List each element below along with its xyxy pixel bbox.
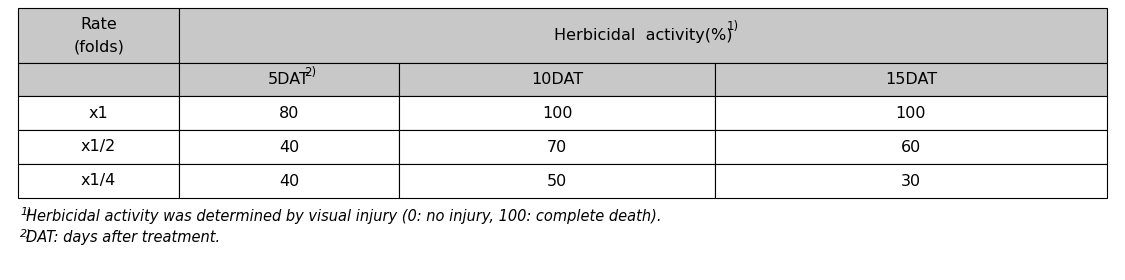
- Text: 10DAT: 10DAT: [531, 72, 583, 87]
- Text: 30: 30: [901, 174, 921, 188]
- Text: 100: 100: [542, 106, 573, 120]
- Text: 5DAT: 5DAT: [268, 72, 311, 87]
- Bar: [399, 164, 716, 198]
- Bar: [716, 164, 1107, 198]
- Text: 100: 100: [896, 106, 926, 120]
- Text: 70: 70: [547, 139, 567, 155]
- Text: Herbicidal activity was determined by visual injury (0: no injury, 100: complete: Herbicidal activity was determined by vi…: [26, 209, 661, 224]
- Text: Herbicidal  activity(%): Herbicidal activity(%): [554, 28, 732, 43]
- Bar: [716, 130, 1107, 164]
- Text: x1/4: x1/4: [81, 174, 116, 188]
- Bar: [18, 130, 179, 164]
- Bar: [18, 8, 179, 63]
- Text: 2): 2): [20, 228, 32, 238]
- Text: 80: 80: [279, 106, 299, 120]
- Text: 60: 60: [901, 139, 921, 155]
- Bar: [18, 164, 179, 198]
- Bar: [18, 63, 179, 96]
- Bar: [399, 130, 716, 164]
- Text: 1): 1): [727, 20, 738, 33]
- Text: 40: 40: [279, 139, 299, 155]
- Bar: [179, 130, 399, 164]
- Text: x1: x1: [89, 106, 108, 120]
- Bar: [18, 96, 179, 130]
- Bar: [179, 8, 1107, 63]
- Text: 15DAT: 15DAT: [885, 72, 937, 87]
- Bar: [179, 96, 399, 130]
- Bar: [399, 63, 716, 96]
- Bar: [179, 164, 399, 198]
- Text: Rate
(folds): Rate (folds): [73, 17, 124, 54]
- Text: 1): 1): [20, 207, 32, 217]
- Text: 40: 40: [279, 174, 299, 188]
- Text: 2): 2): [304, 66, 316, 80]
- Bar: [716, 96, 1107, 130]
- Bar: [716, 63, 1107, 96]
- Bar: [399, 96, 716, 130]
- Text: DAT: days after treatment.: DAT: days after treatment.: [26, 230, 219, 245]
- Text: x1/2: x1/2: [81, 139, 116, 155]
- Text: 50: 50: [547, 174, 567, 188]
- Bar: [179, 63, 399, 96]
